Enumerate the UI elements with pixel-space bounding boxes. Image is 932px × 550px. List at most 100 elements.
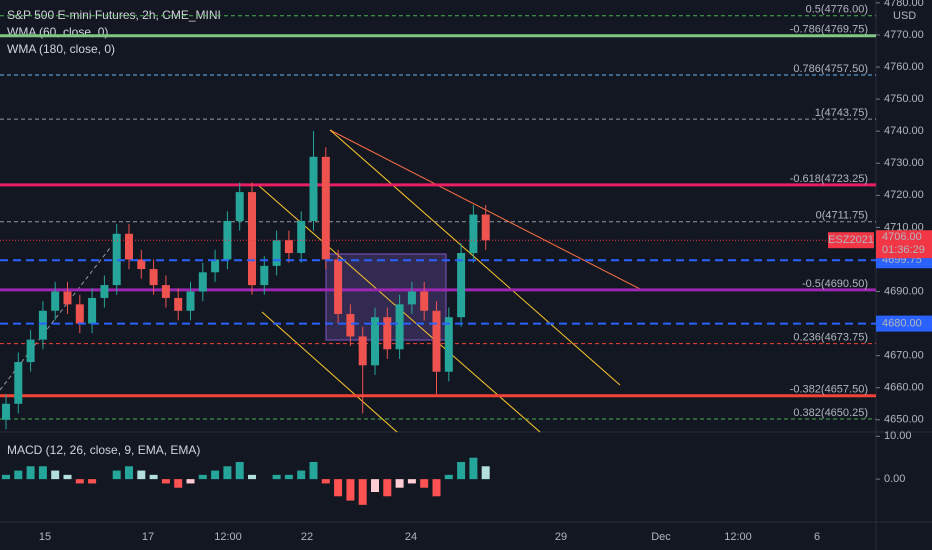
candle-body: [309, 156, 318, 221]
macd-bar: [395, 479, 404, 488]
candle-body: [297, 220, 306, 254]
fib-label: -0.5(4690.50): [802, 278, 868, 290]
channel-line: [329, 129, 621, 386]
macd-bar: [186, 479, 195, 484]
macd-bar: [223, 466, 232, 480]
candle-body: [51, 291, 60, 311]
currency: USD: [893, 10, 916, 22]
macd-bar: [88, 479, 97, 484]
macd-bar: [383, 479, 392, 497]
channel-line: [261, 311, 398, 433]
y-tick-label: 4760.00: [884, 61, 924, 73]
candle-body: [346, 313, 355, 337]
y-tick-label: 4660.00: [884, 382, 924, 394]
macd-bar: [346, 479, 355, 501]
candle-body: [149, 269, 158, 286]
last-price-tag: [876, 230, 932, 259]
x-tick-label: 22: [301, 531, 313, 543]
fib-label: -0.618(4723.25): [790, 173, 868, 185]
price-tag-label: 4680.00: [882, 318, 922, 330]
candle-body: [284, 240, 293, 254]
fib-label: -0.382(4657.50): [790, 384, 868, 396]
macd-bar: [420, 479, 429, 488]
macd-bar: [284, 474, 293, 480]
macd-bar: [137, 470, 146, 480]
macd-bar: [432, 479, 441, 497]
y-tick-label: 4740.00: [884, 125, 924, 137]
title: S&P 500 E-mini Futures, 2h, CME_MINI: [7, 8, 221, 22]
candle-body: [211, 259, 220, 273]
y-tick-label: 4690.00: [884, 285, 924, 297]
candle-body: [38, 310, 47, 340]
fib-label: 0.786(4757.50): [793, 63, 868, 75]
candle-body: [420, 291, 429, 311]
y-tick-label: 4730.00: [884, 157, 924, 169]
x-tick-label: 6: [814, 531, 820, 543]
candle-body: [186, 291, 195, 311]
candle-body: [100, 285, 109, 298]
macd-bar: [125, 466, 133, 480]
candle-body: [358, 336, 367, 366]
x-tick-label: 24: [405, 531, 417, 543]
fib-label: 0(4711.75): [816, 210, 868, 222]
candles: [2, 131, 490, 430]
candle-body: [112, 233, 121, 286]
macd-bar: [334, 479, 343, 497]
symbol-label: ESZ2021: [828, 234, 874, 246]
fib-label: 0.5(4776.00): [806, 4, 868, 16]
candle-body: [371, 317, 379, 366]
candle-body: [334, 259, 343, 314]
macd-bar: [149, 474, 158, 480]
candle-body: [198, 272, 207, 292]
indicator-label: WMA (180, close, 0): [7, 42, 115, 56]
macd-bar: [272, 474, 281, 480]
candle-body: [137, 259, 146, 270]
macd-bar: [198, 474, 207, 480]
symbol-tag: [828, 232, 874, 249]
price-tag: [876, 315, 932, 332]
macd-bar: [469, 457, 478, 480]
candle-body: [321, 156, 330, 260]
macd-bar: [51, 470, 60, 480]
y-tick-label: 4780.00: [884, 0, 924, 9]
candle-body: [161, 285, 170, 298]
candle-body: [235, 192, 244, 221]
macd-bar: [2, 474, 10, 480]
candle-body: [469, 214, 478, 254]
candle-body: [272, 240, 281, 266]
candle-body: [432, 310, 441, 372]
macd-bar: [63, 474, 72, 480]
y-tick-label: 4720.00: [884, 189, 924, 201]
macd-bar: [358, 479, 367, 505]
candle-body: [457, 253, 466, 318]
macd-bar: [174, 479, 183, 488]
candle-body: [481, 214, 490, 241]
last-price-label: 4706.00: [882, 231, 922, 243]
candle-body: [174, 297, 183, 311]
candle-body: [14, 362, 23, 404]
macd-tick-label: 0.00: [884, 473, 905, 485]
x-tick-label: 12:00: [214, 531, 242, 543]
macd-bar: [248, 474, 256, 480]
fib-label: 0.382(4650.25): [793, 407, 868, 419]
macd-bar: [26, 466, 35, 480]
macd-tick-label: 10.00: [884, 430, 912, 442]
candle-body: [383, 317, 392, 350]
macd-bar: [14, 470, 23, 480]
y-tick-label: 4770.00: [884, 29, 924, 41]
candle-body: [125, 233, 133, 260]
candle-body: [395, 304, 404, 350]
macd-bar: [235, 462, 244, 480]
countdown-label: 01:36:29: [882, 244, 925, 256]
macd-bar: [297, 470, 306, 480]
x-tick-label: 29: [555, 531, 567, 543]
macd-bar: [161, 479, 170, 484]
candle-body: [260, 265, 269, 286]
macd-bar: [309, 462, 318, 480]
candle-body: [88, 297, 97, 324]
candle-body: [2, 403, 10, 420]
macd-label: MACD (12, 26, close, 9, EMA, EMA): [7, 443, 200, 457]
macd-bar: [457, 462, 466, 480]
x-tick-label: 12:00: [724, 531, 752, 543]
